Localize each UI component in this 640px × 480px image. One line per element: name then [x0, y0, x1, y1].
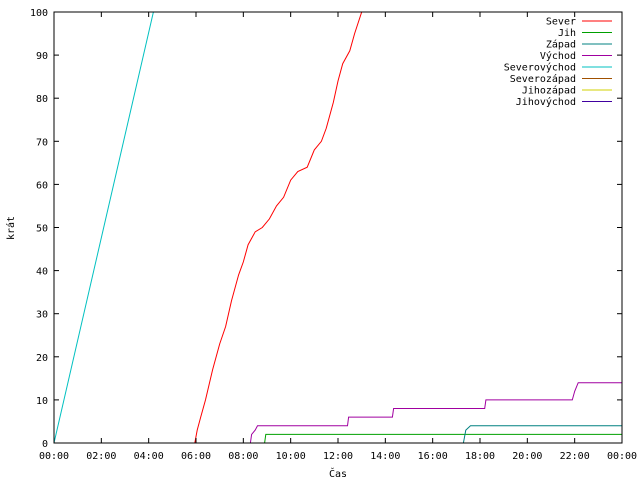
- x-tick-label: 04:00: [134, 451, 164, 462]
- series-line-západ: [54, 425, 622, 443]
- legend-label: Jih: [558, 28, 576, 39]
- legend-label: Severovýchod: [504, 62, 576, 74]
- y-tick-label: 60: [36, 180, 48, 191]
- legend-label: Východ: [540, 50, 576, 62]
- x-tick-label: 18:00: [465, 451, 495, 462]
- x-tick-label: 14:00: [370, 451, 400, 462]
- legend: SeverJihZápadVýchodSeverovýchodSeverozáp…: [504, 17, 612, 108]
- x-tick-label: 06:00: [181, 451, 211, 462]
- legend-label: Jihovýchod: [516, 96, 576, 108]
- y-tick-label: 100: [30, 8, 48, 19]
- series-line-východ: [54, 382, 622, 443]
- y-axis-title: krát: [5, 216, 17, 240]
- x-tick-label: 02:00: [86, 451, 116, 462]
- series-line-sever: [54, 12, 363, 443]
- series-line-jih: [54, 433, 622, 443]
- x-tick-label: 20:00: [512, 451, 542, 462]
- series-line-severovýchod: [54, 12, 154, 443]
- y-tick-label: 10: [36, 396, 48, 407]
- x-tick-label: 22:00: [560, 451, 590, 462]
- legend-label: Jihozápad: [522, 85, 576, 97]
- y-tick-label: 20: [36, 353, 48, 364]
- legend-label: Sever: [546, 17, 576, 28]
- y-tick-label: 40: [36, 267, 48, 278]
- series-layer: [54, 12, 622, 443]
- x-tick-label: 10:00: [276, 451, 306, 462]
- x-tick-label: 16:00: [418, 451, 448, 462]
- y-tick-label: 30: [36, 310, 48, 321]
- y-tick-label: 70: [36, 137, 48, 148]
- y-tick-label: 80: [36, 94, 48, 105]
- legend-label: Severozápad: [510, 73, 576, 85]
- x-tick-label: 12:00: [323, 451, 353, 462]
- x-tick-label: 00:00: [607, 451, 637, 462]
- y-tick-label: 50: [36, 224, 48, 235]
- x-axis-title: Čas: [329, 467, 347, 480]
- x-axis: 00:00 02:00 04:00 06:00 08:00 10:00 12:00 14:00…: [39, 12, 637, 462]
- legend-label: Západ: [546, 39, 576, 51]
- y-tick-label: 0: [42, 439, 48, 450]
- x-tick-label: 08:00: [228, 451, 258, 462]
- y-axis: 0 10 20 30 40 50 60 70 80 90 100: [30, 8, 622, 450]
- x-tick-label: 00:00: [39, 451, 69, 462]
- y-tick-label: 90: [36, 51, 48, 62]
